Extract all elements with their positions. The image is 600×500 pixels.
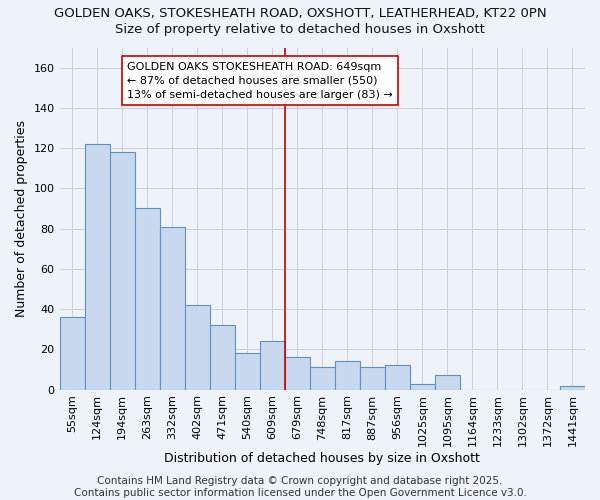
Text: GOLDEN OAKS STOKESHEATH ROAD: 649sqm
← 87% of detached houses are smaller (550)
: GOLDEN OAKS STOKESHEATH ROAD: 649sqm ← 8… (127, 62, 393, 100)
X-axis label: Distribution of detached houses by size in Oxshott: Distribution of detached houses by size … (164, 452, 480, 465)
Text: Size of property relative to detached houses in Oxshott: Size of property relative to detached ho… (115, 22, 485, 36)
Bar (160, 226, 185, 390)
Bar (410, 384, 435, 390)
Bar (85, 144, 110, 390)
Bar (435, 376, 460, 390)
Text: Contains HM Land Registry data © Crown copyright and database right 2025.
Contai: Contains HM Land Registry data © Crown c… (74, 476, 526, 498)
Bar (235, 354, 260, 390)
Bar (310, 368, 335, 390)
Bar (209, 325, 235, 390)
Bar (335, 362, 360, 390)
Bar (59, 317, 85, 390)
Bar (134, 208, 160, 390)
Text: GOLDEN OAKS, STOKESHEATH ROAD, OXSHOTT, LEATHERHEAD, KT22 0PN: GOLDEN OAKS, STOKESHEATH ROAD, OXSHOTT, … (53, 8, 547, 20)
Bar (385, 366, 410, 390)
Bar (260, 342, 285, 390)
Bar (185, 305, 209, 390)
Bar (110, 152, 134, 390)
Bar (560, 386, 585, 390)
Bar (360, 368, 385, 390)
Y-axis label: Number of detached properties: Number of detached properties (15, 120, 28, 317)
Bar (285, 358, 310, 390)
